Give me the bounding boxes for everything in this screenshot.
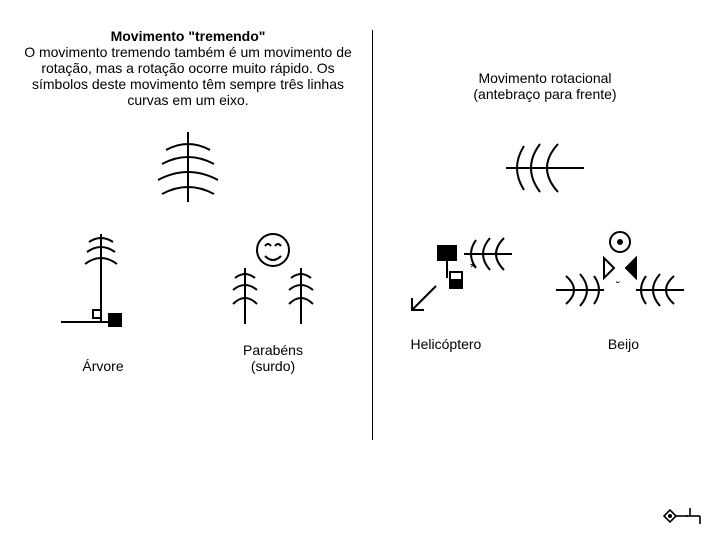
arvore-label-block: Árvore [43, 358, 163, 374]
corner-glyph-icon [660, 504, 704, 526]
beijo-example: ˘ [550, 228, 690, 328]
helicoptero-label: Helicóptero [411, 336, 482, 352]
left-text-block: Movimento "tremendo" O movimento tremend… [18, 28, 358, 108]
helicoptero-example: * [400, 228, 530, 328]
svg-text:˘: ˘ [615, 279, 620, 293]
helicoptero-icon: * [400, 228, 530, 328]
column-divider [372, 30, 373, 440]
left-examples-row [18, 224, 358, 334]
right-title-line1: Movimento rotacional [478, 70, 611, 86]
parabens-sublabel: (surdo) [251, 358, 295, 374]
svg-text:*: * [470, 259, 476, 275]
beijo-icon: ˘ [550, 228, 690, 328]
arvore-label: Árvore [82, 358, 123, 374]
beijo-label: Beijo [608, 336, 639, 352]
left-column: Movimento "tremendo" O movimento tremend… [18, 28, 358, 374]
right-examples-row: * [390, 228, 700, 328]
right-column: Movimento rotacional (antebraço para fre… [390, 70, 700, 352]
arvore-icon [43, 224, 163, 334]
right-title-block: Movimento rotacional (antebraço para fre… [390, 70, 700, 102]
left-paragraph: O movimento tremendo também é um movimen… [24, 44, 352, 108]
page: Movimento "tremendo" O movimento tremend… [0, 0, 720, 540]
parabens-label-block: Parabéns (surdo) [213, 342, 333, 374]
arvore-example [43, 224, 163, 334]
beijo-label-block: Beijo [554, 336, 694, 352]
left-title: Movimento "tremendo" [111, 28, 266, 44]
helicoptero-label-block: Helicóptero [397, 336, 541, 352]
parabens-icon [213, 224, 333, 334]
left-labels-row: Árvore Parabéns (surdo) [18, 342, 358, 374]
right-labels-row: Helicóptero Beijo [390, 336, 700, 352]
right-title-line2: (antebraço para frente) [473, 86, 616, 102]
rotacional-symbol-icon [500, 138, 590, 198]
parabens-example [213, 224, 333, 334]
parabens-label: Parabéns [243, 342, 303, 358]
tremendo-symbol-icon [148, 132, 228, 202]
